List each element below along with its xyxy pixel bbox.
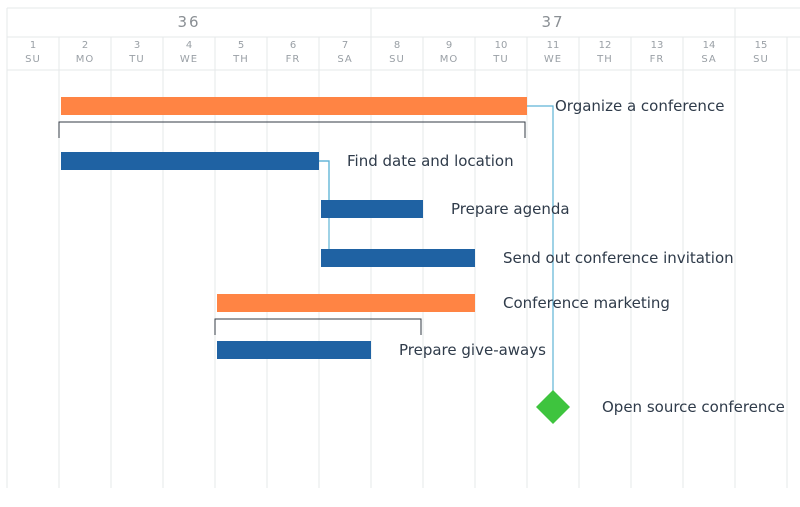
day-number: 14 xyxy=(703,40,716,51)
day-number: 10 xyxy=(495,40,508,51)
day-name: TU xyxy=(492,54,508,65)
day-name: TU xyxy=(128,54,144,65)
group-bracket xyxy=(58,121,526,138)
group-bar[interactable] xyxy=(217,294,475,312)
task-label: Prepare agenda xyxy=(451,200,570,218)
day-name: WE xyxy=(180,54,198,65)
group-bar[interactable] xyxy=(61,97,527,115)
task-bar[interactable] xyxy=(217,341,371,359)
day-name: SA xyxy=(337,54,352,65)
day-name: FR xyxy=(650,54,665,65)
day-name: MO xyxy=(440,54,459,65)
day-name: SA xyxy=(701,54,716,65)
group-bracket xyxy=(214,318,422,335)
day-number: 5 xyxy=(238,40,244,51)
day-name: FR xyxy=(286,54,301,65)
task-label: Organize a conference xyxy=(555,97,724,115)
task-label: Prepare give-aways xyxy=(399,341,546,359)
day-number: 1 xyxy=(30,40,36,51)
day-number: 8 xyxy=(394,40,400,51)
day-number: 2 xyxy=(82,40,88,51)
week-label: 37 xyxy=(541,13,564,31)
day-number: 7 xyxy=(342,40,348,51)
day-number: 12 xyxy=(599,40,612,51)
task-bar[interactable] xyxy=(321,249,475,267)
task-bar[interactable] xyxy=(321,200,423,218)
task-label: Open source conference xyxy=(602,398,785,416)
day-name: SU xyxy=(389,54,405,65)
day-number: 3 xyxy=(134,40,140,51)
day-number: 15 xyxy=(755,40,768,51)
task-label: Send out conference invitation xyxy=(503,249,734,267)
day-number: 11 xyxy=(547,40,560,51)
day-number: 6 xyxy=(290,40,296,51)
dependency-line xyxy=(527,105,554,393)
dependency-line xyxy=(319,160,330,258)
day-number: 13 xyxy=(651,40,664,51)
task-label: Conference marketing xyxy=(503,294,670,312)
day-name: MO xyxy=(76,54,95,65)
task-bar[interactable] xyxy=(61,152,319,170)
day-number: 4 xyxy=(186,40,192,51)
week-label: 36 xyxy=(177,13,200,31)
day-number: 9 xyxy=(446,40,452,51)
day-name: SU xyxy=(753,54,769,65)
day-name: TH xyxy=(232,54,249,65)
day-name: SU xyxy=(25,54,41,65)
day-name: TH xyxy=(596,54,613,65)
day-name: WE xyxy=(544,54,562,65)
task-label: Find date and location xyxy=(347,152,514,170)
milestone-diamond[interactable] xyxy=(536,390,570,424)
